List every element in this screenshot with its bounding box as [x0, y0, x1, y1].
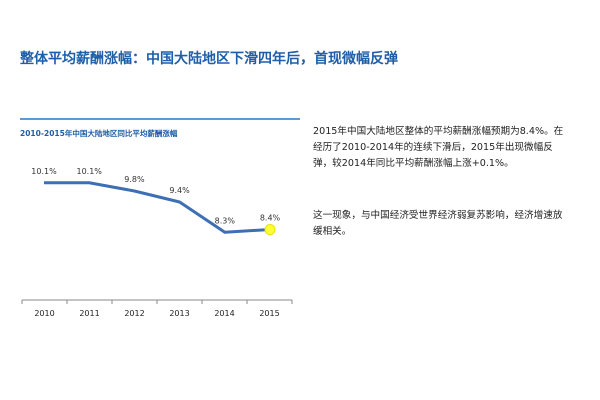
summary-paragraph: 2015年中国大陆地区整体的平均薪酬涨幅预期为8.4%。在经历了2010-201… — [313, 126, 564, 169]
data-label: 9.8% — [124, 175, 145, 184]
x-tick-label: 2010 — [34, 309, 54, 318]
data-label: 10.1% — [31, 167, 57, 176]
x-tick-label: 2011 — [79, 309, 99, 318]
series-line — [44, 181, 271, 234]
x-tick-label: 2013 — [169, 309, 189, 318]
chart-title: 2010-2015年中国大陆地区同比平均薪酬涨幅 — [20, 129, 178, 138]
highlight-point — [264, 224, 276, 235]
data-label: 10.1% — [76, 167, 102, 176]
data-label: 8.3% — [215, 216, 236, 225]
x-tick-label: 2015 — [259, 309, 279, 318]
chart-panel — [20, 118, 300, 328]
x-tick-label: 2014 — [214, 309, 234, 318]
x-tick-label: 2012 — [124, 309, 144, 318]
context-paragraph: 这一现象，与中国经济受世界经济弱复苏影响，经济增速放缓相关。 — [313, 210, 563, 237]
page-title: 整体平均薪酬涨幅：中国大陆地区下滑四年后，首现微幅反弹 — [20, 51, 398, 67]
data-label: 9.4% — [169, 186, 190, 195]
data-label: 8.4% — [260, 214, 281, 223]
